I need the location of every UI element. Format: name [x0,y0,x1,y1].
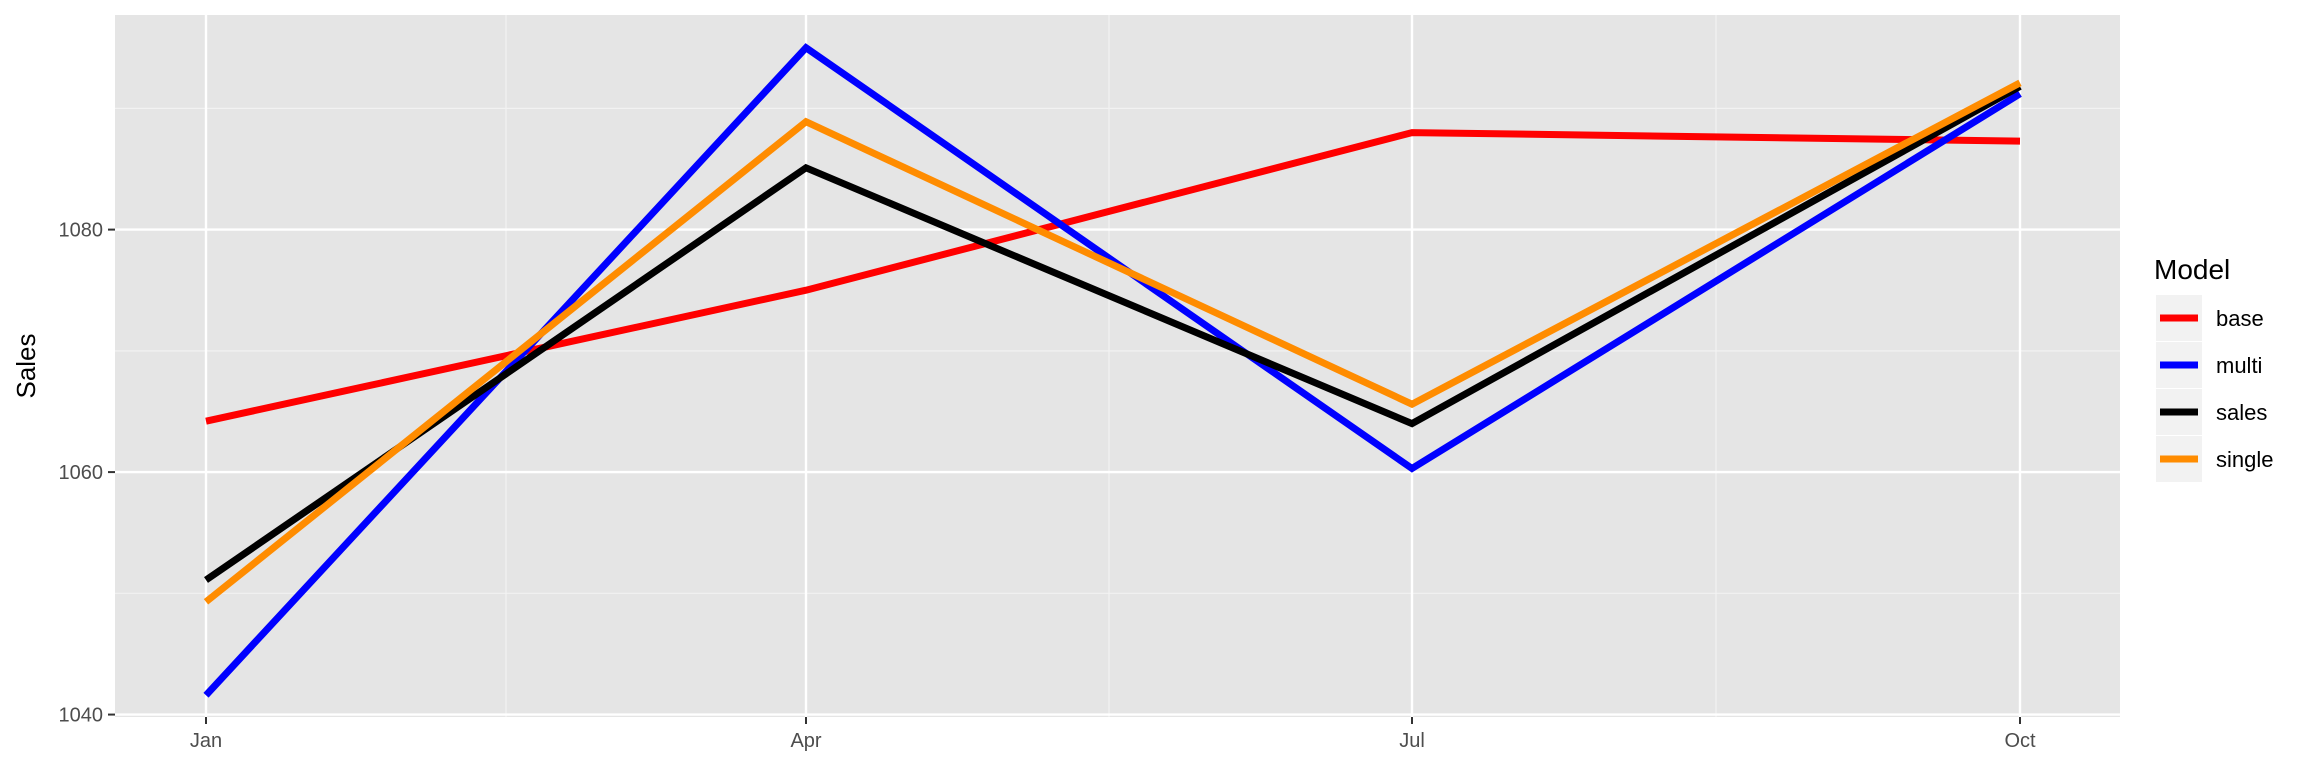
x-axis: Jan Apr Jul Oct [190,717,2036,752]
y-tick-label: 1040 [59,705,104,727]
series-line-base [205,129,2021,425]
legend-label-multi: multi [2216,353,2262,378]
y-axis-title: Sales [11,333,41,398]
series-line-single [203,79,2022,605]
legend-label-base: base [2216,306,2264,331]
y-tick-label: 1060 [59,462,104,484]
legend: Model base multi sales single [2154,254,2273,482]
series-line-sales [204,83,2022,583]
x-tick-label: Oct [2004,730,2036,752]
x-tick-label: Apr [790,730,821,752]
y-axis: 1040 1060 1080 [59,220,115,727]
series-layer [203,43,2022,698]
plot-panel [115,15,2120,717]
grid-minor [115,15,2120,717]
x-tick-label: Jan [190,730,222,752]
legend-label-sales: sales [2216,400,2267,425]
legend-label-single: single [2216,447,2273,472]
y-tick-label: 1080 [59,220,104,242]
x-tick-label: Jul [1399,730,1425,752]
legend-title: Model [2154,254,2230,285]
legend-items: base multi sales single [2156,295,2273,482]
